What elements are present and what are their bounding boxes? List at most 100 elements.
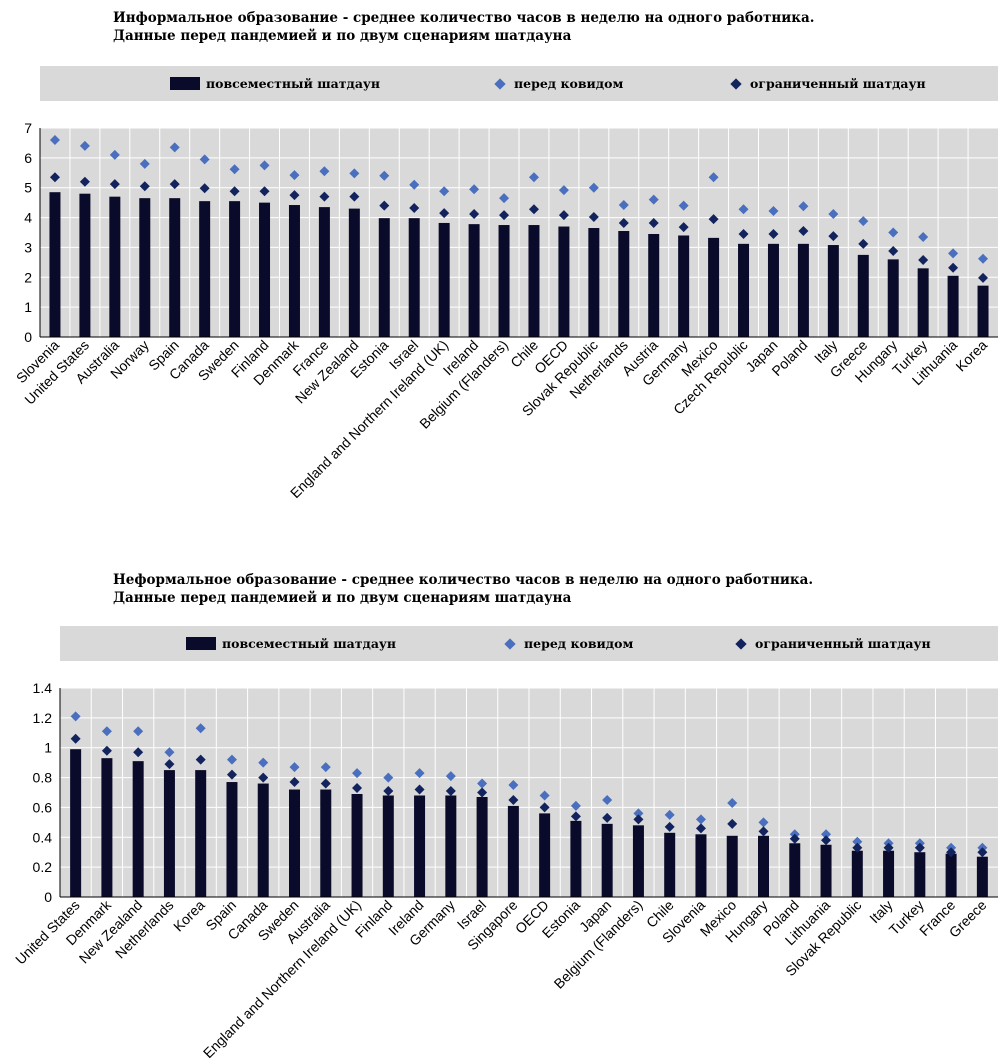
limited-point-England and Northern Ireland (UK) bbox=[352, 783, 363, 794]
pre-covid-point-Australia bbox=[320, 762, 331, 773]
bar-Singapore bbox=[507, 805, 519, 897]
limited-point-Korea bbox=[978, 272, 989, 283]
bar-Estonia bbox=[378, 218, 390, 337]
limited-point-Netherlands bbox=[618, 217, 629, 228]
pre-covid-point-Japan bbox=[768, 206, 779, 217]
pre-covid-point-Canada bbox=[199, 154, 210, 165]
limited-point-Hungary bbox=[888, 246, 899, 257]
limited-point-Israel bbox=[409, 203, 420, 214]
bar-Ireland bbox=[468, 224, 480, 337]
limited-point-Poland bbox=[789, 833, 800, 844]
limited-point-OECD bbox=[539, 802, 550, 813]
bar-Korea bbox=[977, 285, 989, 337]
limited-point-Mexico bbox=[727, 818, 738, 829]
bar-Greece bbox=[857, 254, 869, 337]
bar-Israel bbox=[408, 218, 420, 337]
x-tick-label: Korea bbox=[952, 337, 990, 375]
bar-Denmark bbox=[288, 205, 300, 337]
y-tick-label: 6 bbox=[24, 150, 32, 166]
pre-covid-point-Spain bbox=[169, 142, 180, 153]
pre-covid-point-Turkey bbox=[918, 231, 929, 242]
y-tick-label: 1 bbox=[24, 299, 32, 315]
limited-point-Poland bbox=[798, 226, 809, 237]
limited-point-Korea bbox=[195, 754, 206, 765]
bar-Ireland bbox=[414, 795, 426, 897]
pre-covid-point-United States bbox=[70, 711, 81, 722]
limited-point-Chile bbox=[528, 204, 539, 215]
pre-covid-point-Spain bbox=[226, 754, 237, 765]
bar-New Zealand bbox=[348, 208, 360, 337]
bar-OECD bbox=[558, 226, 570, 337]
pre-covid-point-Poland bbox=[798, 201, 809, 212]
bar-Slovak Republic bbox=[588, 228, 600, 337]
y-tick-label: 0.8 bbox=[33, 770, 53, 786]
limited-point-Canada bbox=[258, 772, 269, 783]
bar-Lithuania bbox=[820, 844, 832, 897]
pre-covid-point-Belgium (Flanders) bbox=[499, 193, 510, 204]
bar-Mexico bbox=[708, 237, 720, 337]
pre-covid-point-Netherlands bbox=[618, 200, 629, 211]
pre-covid-point-Singapore bbox=[508, 780, 519, 791]
bar-Korea bbox=[195, 770, 207, 897]
y-tick-label: 0 bbox=[24, 329, 32, 345]
limited-point-Israel bbox=[477, 787, 488, 798]
bar-United States bbox=[70, 749, 82, 897]
bar-Spain bbox=[226, 782, 238, 897]
bar-Belgium (Flanders) bbox=[632, 825, 644, 897]
limited-point-Turkey bbox=[918, 254, 929, 265]
bar-Netherlands bbox=[618, 231, 630, 337]
limited-point-Germany bbox=[445, 786, 456, 797]
limited-point-Australia bbox=[109, 179, 120, 190]
bar-Denmark bbox=[101, 758, 113, 897]
limited-point-Denmark bbox=[289, 190, 300, 201]
bar-Hungary bbox=[887, 259, 899, 337]
bar-France bbox=[945, 853, 957, 897]
bar-Finland bbox=[259, 202, 271, 337]
limited-point-OECD bbox=[558, 210, 569, 221]
pre-covid-point-Sweden bbox=[289, 762, 300, 773]
bar-Poland bbox=[789, 843, 801, 897]
legend-bars: повсеместный шатдаун bbox=[186, 636, 396, 651]
pre-covid-point-France bbox=[319, 166, 330, 177]
legend-pre-label: перед ковидом bbox=[514, 76, 624, 91]
bar-Norway bbox=[139, 198, 151, 337]
limited-point-Netherlands bbox=[164, 759, 175, 770]
bar-Turkey bbox=[914, 852, 926, 897]
legend-bar-swatch bbox=[170, 77, 200, 90]
limited-point-Sweden bbox=[289, 777, 300, 788]
limited-point-Denmark bbox=[101, 745, 112, 756]
pre-covid-point-Israel bbox=[477, 778, 488, 789]
legend-bar-swatch bbox=[186, 637, 216, 650]
bar-Mexico bbox=[726, 835, 738, 897]
limited-point-Finland bbox=[259, 186, 270, 197]
pre-covid-point-Korea bbox=[195, 723, 206, 734]
pre-covid-point-Greece bbox=[858, 216, 869, 227]
chart1-title-line2: Данные перед пандемией и по двум сценари… bbox=[113, 28, 572, 44]
y-tick-label: 1 bbox=[44, 740, 52, 756]
legend-bars: повсеместный шатдаун bbox=[170, 76, 380, 91]
bar-Canada bbox=[199, 201, 211, 337]
limited-point-Greece bbox=[858, 238, 869, 249]
pre-covid-point-Estonia bbox=[570, 800, 581, 811]
bar-Netherlands bbox=[163, 770, 175, 897]
limited-point-France bbox=[946, 847, 957, 858]
limited-point-Australia bbox=[320, 778, 331, 789]
legend-limited-label: ограниченный шатдаун bbox=[750, 76, 926, 91]
bar-Austria bbox=[648, 233, 660, 337]
bar-Estonia bbox=[570, 820, 582, 897]
limited-point-England and Northern Ireland (UK) bbox=[439, 208, 450, 219]
bar-Sweden bbox=[289, 789, 300, 897]
pre-covid-point-Finland bbox=[383, 772, 394, 783]
pre-covid-point-Austria bbox=[648, 194, 659, 205]
chart2-title-line1: Неформальное образование - среднее колич… bbox=[113, 572, 814, 588]
pre-covid-point-Hungary bbox=[888, 227, 899, 238]
legend-limited-diamond-icon bbox=[730, 77, 742, 90]
pre-covid-point-OECD bbox=[558, 185, 569, 196]
pre-covid-point-England and Northern Ireland (UK) bbox=[439, 186, 450, 197]
pre-covid-point-New Zealand bbox=[349, 168, 360, 179]
limited-point-Belgium (Flanders) bbox=[499, 210, 510, 221]
y-tick-label: 0.4 bbox=[33, 829, 53, 845]
bar-OECD bbox=[539, 813, 551, 897]
limited-point-Czech Republic bbox=[738, 228, 749, 239]
